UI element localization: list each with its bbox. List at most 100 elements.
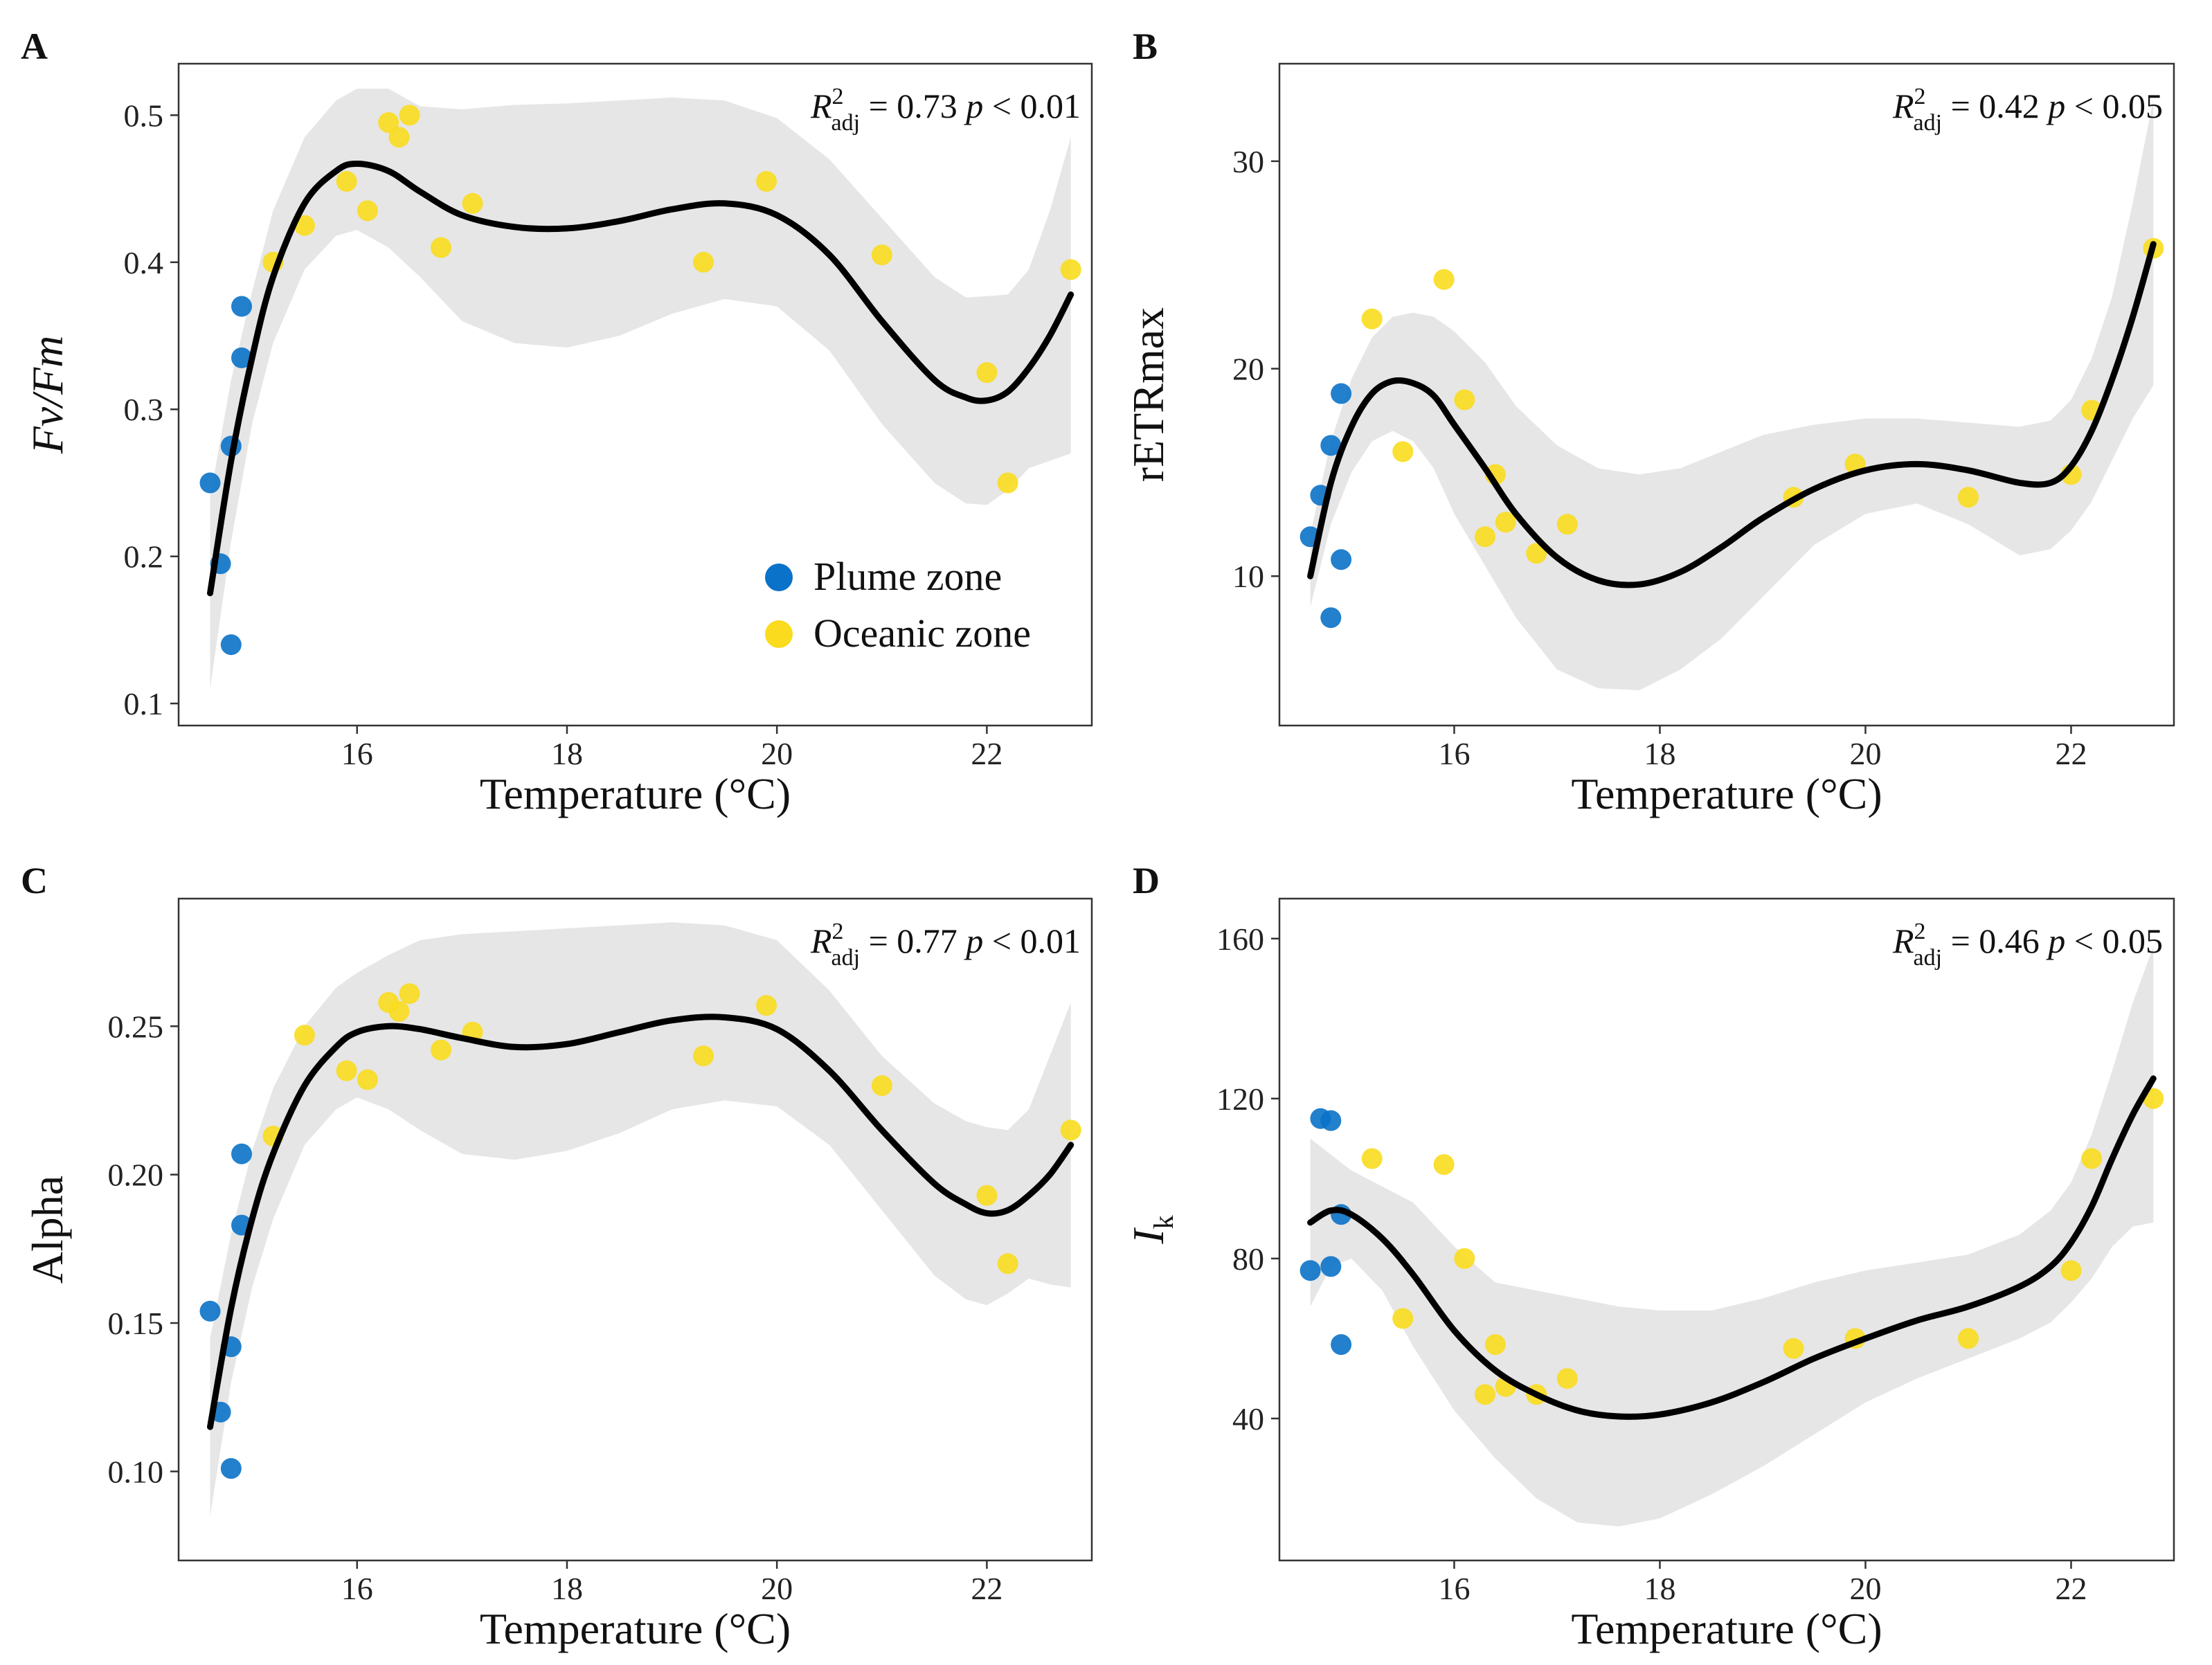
oceanic-point: [756, 171, 777, 192]
plume-point: [199, 1300, 221, 1322]
oceanic-point: [357, 200, 378, 222]
x-tick-label: 20: [1849, 1571, 1881, 1606]
oceanic-point: [1361, 1148, 1383, 1169]
y-axis-title: rETRmax: [1124, 307, 1173, 482]
y-tick-label: 0.10: [108, 1454, 164, 1489]
stat-r-sup: 2: [832, 84, 844, 109]
confidence-band: [1310, 946, 2154, 1527]
oceanic-point: [1783, 1338, 1804, 1359]
plume-point: [1320, 1110, 1342, 1131]
fit-line: [207, 161, 1074, 597]
stat-r: R: [810, 87, 832, 125]
oceanic-point: [693, 1045, 714, 1067]
oceanic-point: [357, 1069, 378, 1090]
oceanic-point: [693, 251, 714, 273]
stat-p-value: < 0.05: [2065, 87, 2163, 125]
oceanic-point: [997, 472, 1018, 494]
y-tick-label: 120: [1216, 1081, 1264, 1117]
oceanic-point: [1060, 259, 1081, 280]
oceanic-point: [1475, 1384, 1495, 1405]
plume-point: [220, 634, 242, 656]
plume-point: [1320, 1256, 1342, 1277]
panel-letter: C: [21, 860, 48, 901]
oceanic-point: [1958, 1328, 1979, 1349]
x-tick-label: 22: [971, 1571, 1002, 1606]
oceanic-point: [1392, 1308, 1414, 1329]
oceanic-point: [1361, 308, 1383, 330]
x-tick-label: 16: [341, 736, 373, 771]
confidence-band: [210, 922, 1071, 1516]
stat-r-sub: adj: [1914, 110, 1943, 136]
oceanic-point: [997, 1253, 1018, 1275]
panel-c: C 16 18 20 22 0.10 0.15 0.20 0.25 Temperature (°C…: [21, 860, 1093, 1653]
stat-r: R: [1892, 921, 1914, 960]
stat-r-value: = 0.73: [860, 87, 966, 125]
stat-p: p: [964, 921, 983, 960]
plume-point: [1300, 1260, 1321, 1281]
x-tick-label: 20: [1849, 736, 1881, 771]
oceanic-point: [1060, 1119, 1081, 1141]
oceanic-point: [976, 362, 998, 384]
legend-plume-marker: [765, 564, 793, 591]
x-tick-label: 16: [1438, 1571, 1470, 1606]
x-tick-label: 20: [761, 736, 793, 771]
confidence-band: [210, 89, 1071, 689]
y-tick-label: 80: [1232, 1241, 1264, 1277]
plume-point: [231, 347, 252, 368]
y-tick-label: 20: [1232, 352, 1264, 387]
stat-r-sup: 2: [1914, 919, 1926, 944]
stat-r-value: = 0.42: [1942, 87, 2048, 125]
oceanic-point: [378, 112, 399, 133]
oceanic-point: [1454, 1248, 1475, 1269]
y-tick-label: 0.20: [108, 1158, 164, 1193]
y-axis-title: Ik: [1124, 1215, 1179, 1244]
plume-point: [231, 296, 252, 317]
stat-p: p: [964, 87, 983, 125]
stat-p: p: [2046, 921, 2065, 960]
stat-r-value: = 0.77: [860, 921, 966, 960]
stat-annotation: R2 adj = 0.77 p < 0.01: [810, 919, 1081, 971]
x-tick-label: 22: [2055, 1571, 2087, 1606]
y-tick-label: 0.1: [124, 686, 164, 721]
oceanic-point: [1433, 269, 1455, 290]
y-tick-label: 0.2: [124, 539, 164, 575]
panel-b: B 16 18 20 22 10 20 30 Temperature (°C) rETRmax R2…: [1124, 26, 2175, 818]
stat-p-value: < 0.01: [983, 87, 1081, 125]
oceanic-point: [294, 1025, 315, 1046]
stat-r-sub: adj: [831, 110, 861, 136]
stat-r: R: [810, 921, 832, 960]
oceanic-point: [871, 1075, 892, 1097]
y-axis-title-sub: k: [1148, 1215, 1179, 1229]
stat-r-value: = 0.46: [1942, 921, 2048, 960]
x-tick-label: 22: [971, 736, 1002, 771]
oceanic-point: [2060, 1260, 2082, 1281]
oceanic-point: [1484, 1334, 1506, 1356]
x-axis-title: Temperature (°C): [480, 1604, 791, 1653]
x-tick-label: 16: [1438, 736, 1470, 771]
oceanic-point: [336, 1060, 357, 1081]
panel-letter: D: [1133, 860, 1160, 901]
x-tick-label: 16: [341, 1571, 373, 1606]
x-tick-label: 18: [551, 1571, 583, 1606]
y-tick-label: 10: [1232, 559, 1264, 594]
plume-point: [220, 1458, 242, 1479]
y-axis-title: Alpha: [23, 1176, 72, 1284]
y-tick-label: 30: [1232, 144, 1264, 179]
y-tick-label: 0.5: [124, 98, 164, 133]
plume-point: [1331, 383, 1352, 404]
oceanic-point: [399, 983, 420, 1005]
stat-p-value: < 0.01: [983, 921, 1081, 960]
oceanic-point: [1392, 441, 1414, 462]
stat-p-value: < 0.05: [2065, 921, 2163, 960]
oceanic-point: [1495, 512, 1516, 533]
oceanic-point: [976, 1185, 998, 1206]
stat-annotation: R2 adj = 0.46 p < 0.05: [1892, 919, 2163, 971]
plume-point: [1320, 607, 1342, 629]
x-tick-label: 22: [2055, 736, 2087, 771]
stat-annotation: R2 adj = 0.73 p < 0.01: [810, 84, 1081, 136]
oceanic-point: [388, 1000, 410, 1022]
oceanic-point: [399, 105, 420, 126]
panel-d: D 16 18 20 22 40 80 120 160 Temperature (°C) Ik R2 a…: [1124, 860, 2175, 1653]
stat-annotation: R2 adj = 0.42 p < 0.05: [1892, 84, 2163, 136]
stat-r-sub: adj: [831, 945, 861, 971]
